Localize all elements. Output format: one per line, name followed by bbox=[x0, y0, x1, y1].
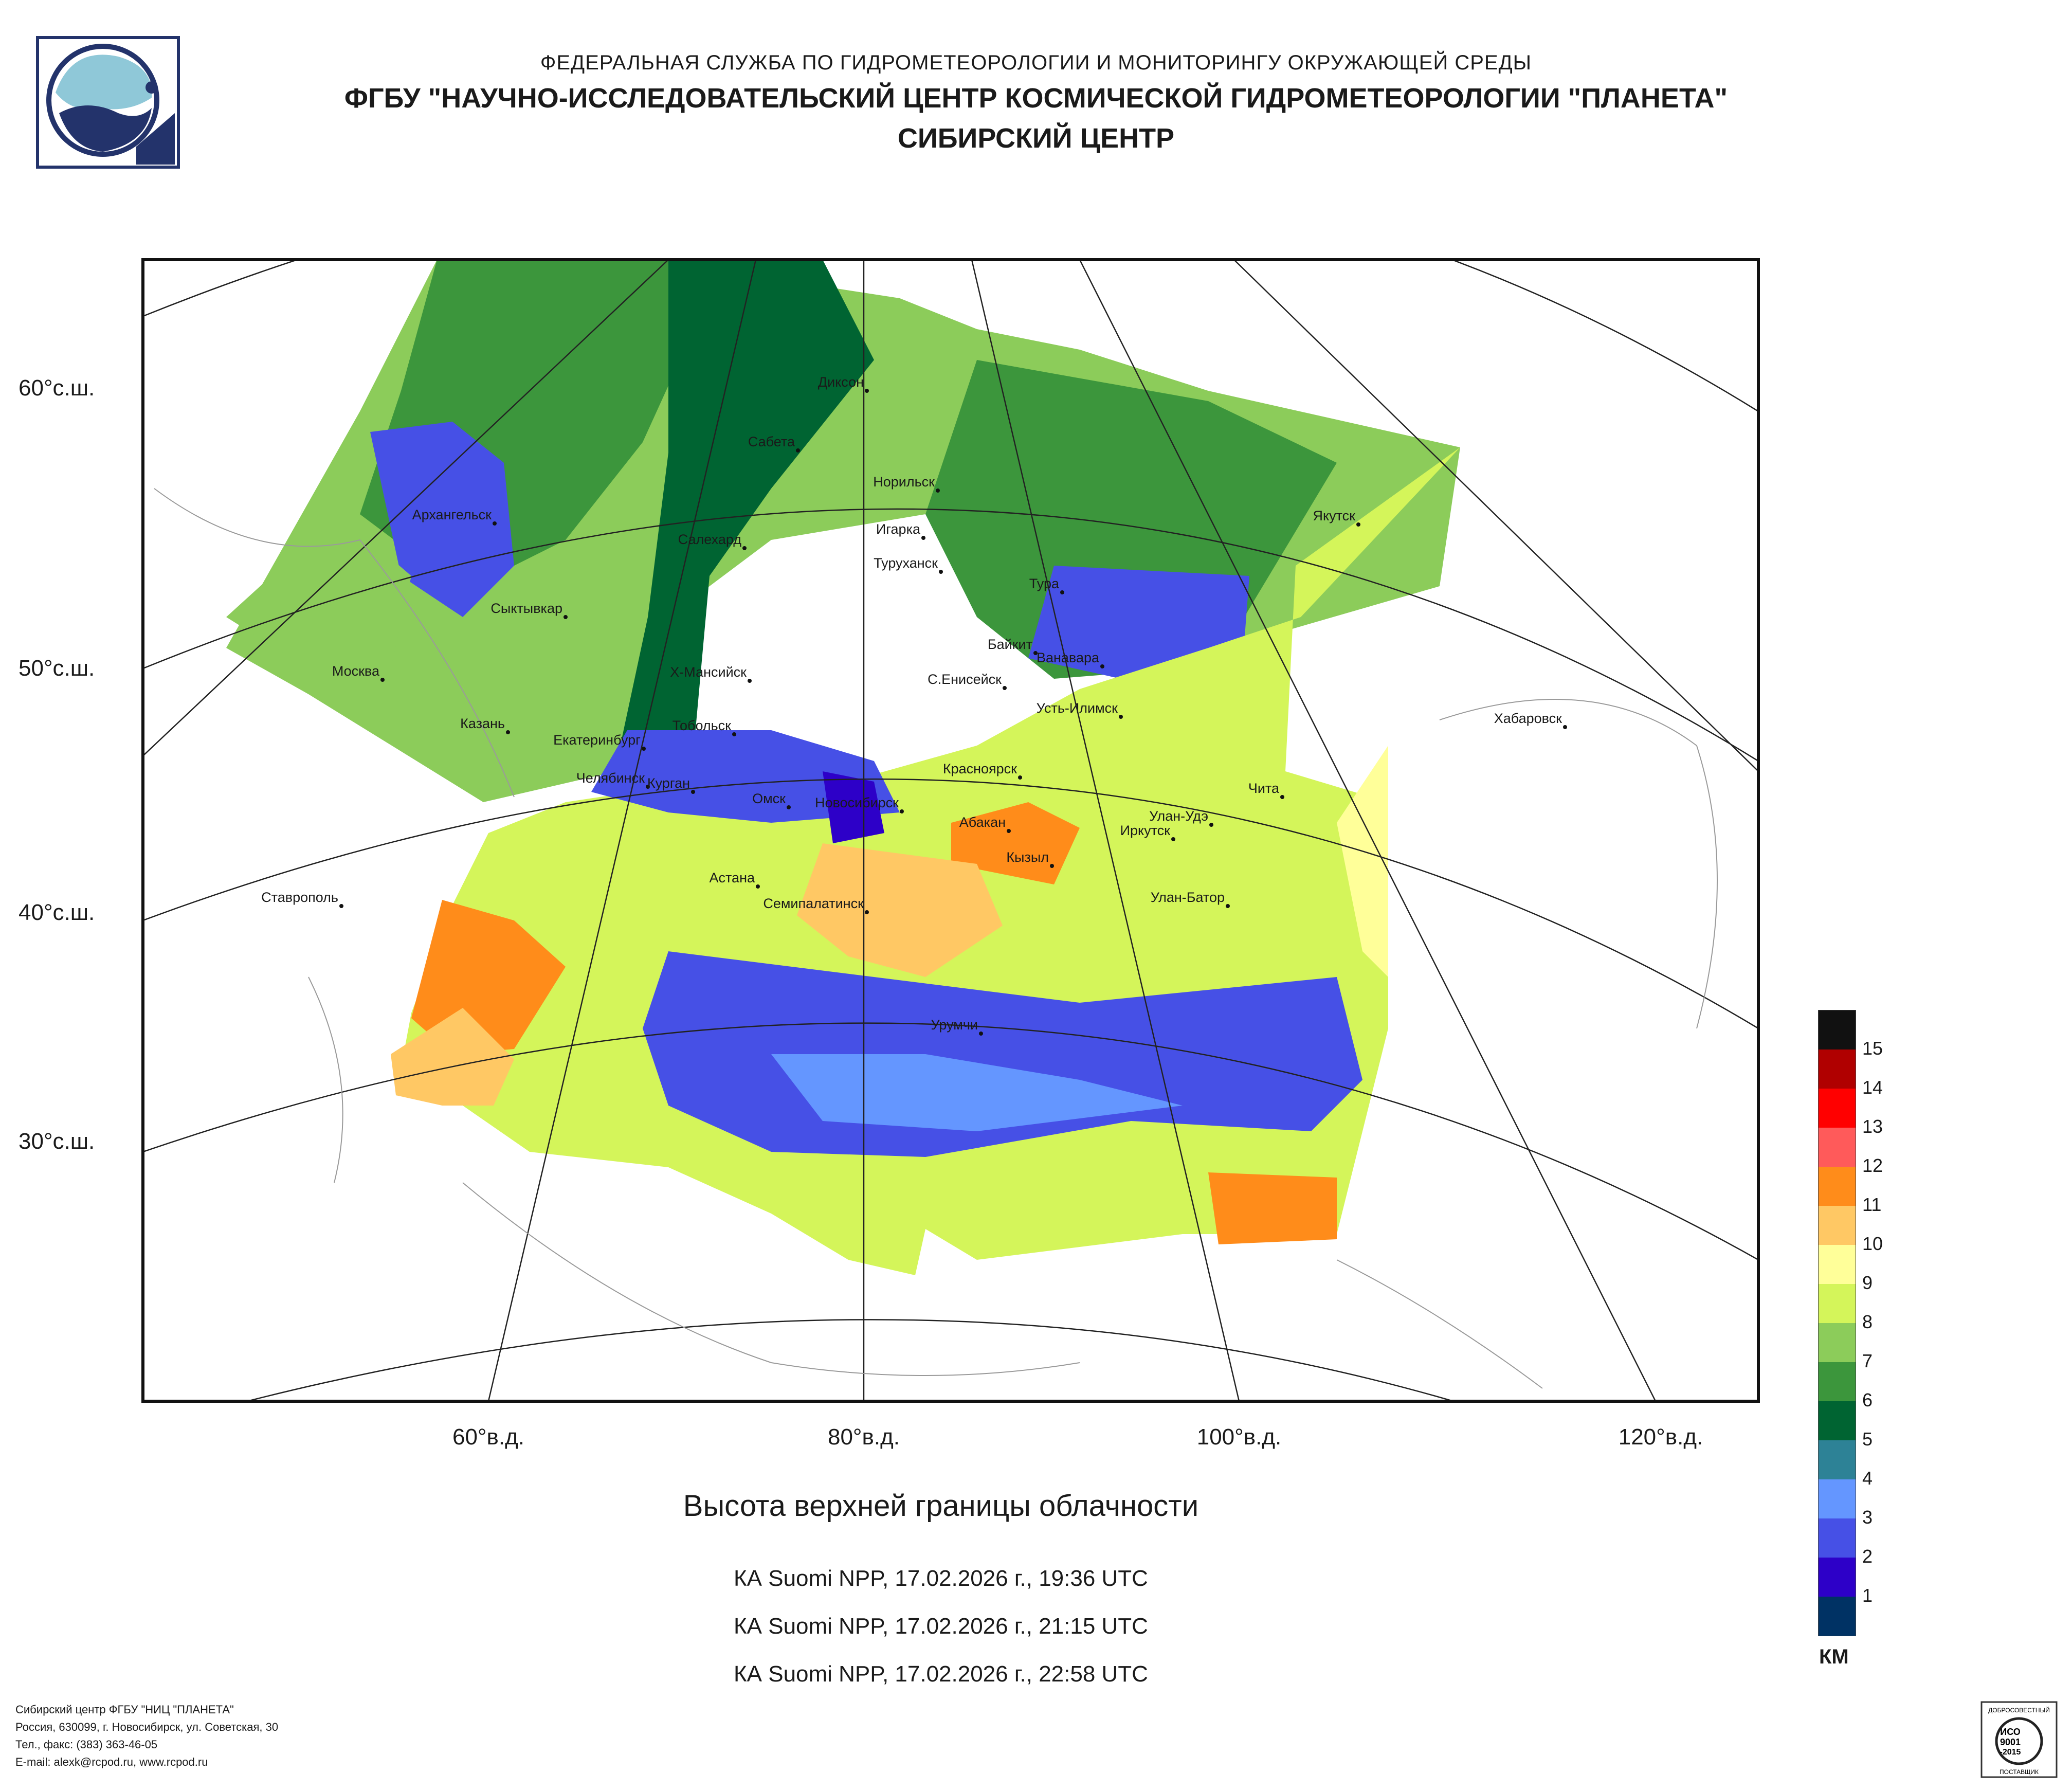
city-label: Новосибирск bbox=[814, 795, 899, 810]
agency-header: ФЕДЕРАЛЬНАЯ СЛУЖБА ПО ГИДРОМЕТЕОРОЛОГИИ … bbox=[540, 51, 1532, 74]
legend-swatch bbox=[1818, 1206, 1856, 1245]
legend-swatch bbox=[1818, 1010, 1856, 1050]
pass-line: КА Suomi NPP, 17.02.2026 г., 21:15 UTC bbox=[734, 1614, 1148, 1639]
city-label: Москва bbox=[332, 663, 379, 679]
city-label: Байкит bbox=[987, 637, 1032, 652]
lat-label-50: 50°с.ш. bbox=[19, 656, 95, 681]
legend-level-label: 10 bbox=[1862, 1233, 1883, 1254]
product-title: Высота верхней границы облачности bbox=[683, 1489, 1199, 1523]
legend-swatch bbox=[1818, 1284, 1856, 1323]
legend-swatch bbox=[1818, 1597, 1856, 1636]
legend-level-label: 1 bbox=[1862, 1585, 1873, 1606]
lon-label-80: 80°в.д. bbox=[827, 1424, 900, 1450]
legend-level-label: 11 bbox=[1862, 1194, 1882, 1215]
lat-label-40: 40°с.ш. bbox=[19, 900, 95, 925]
footer-line: Россия, 630099, г. Новосибирск, ул. Сове… bbox=[15, 1721, 279, 1733]
legend-swatch bbox=[1818, 1518, 1856, 1558]
lon-label-60: 60°в.д. bbox=[452, 1424, 525, 1450]
city-label: Красноярск bbox=[942, 761, 1017, 776]
city-label: Сыктывкар bbox=[490, 601, 562, 616]
legend-swatch bbox=[1818, 1323, 1856, 1362]
city-label: Диксон bbox=[817, 374, 864, 390]
city-label: Ставрополь bbox=[261, 890, 338, 905]
legend-unit: КМ bbox=[1819, 1645, 1849, 1668]
height-legend bbox=[1818, 1010, 1856, 1636]
city-label: Улан-Батор bbox=[1150, 890, 1225, 905]
city-label: Якутск bbox=[1313, 508, 1356, 523]
iso-certificate-badge: ДОБРОСОВЕСТНЫЙ ИСО 9001 -2015 ПОСТАВЩИК bbox=[1980, 1701, 2058, 1778]
city-label: Астана bbox=[709, 870, 755, 885]
institute-header: ФГБУ "НАУЧНО-ИССЛЕДОВАТЕЛЬСКИЙ ЦЕНТР КОС… bbox=[344, 83, 1728, 114]
cert-2015: -2015 bbox=[2000, 1748, 2021, 1757]
legend-level-label: 6 bbox=[1862, 1389, 1873, 1410]
center-header: СИБИРСКИЙ ЦЕНТР bbox=[897, 123, 1175, 154]
city-label: Казань bbox=[460, 716, 505, 731]
graticule bbox=[143, 260, 1758, 1401]
lon-label-120: 120°в.д. bbox=[1618, 1424, 1703, 1450]
city-label: Норильск bbox=[873, 474, 935, 490]
lat-label-60: 60°с.ш. bbox=[19, 375, 95, 401]
legend-level-label: 8 bbox=[1862, 1311, 1873, 1332]
legend-swatch bbox=[1818, 1558, 1856, 1597]
satellite-swath bbox=[226, 260, 1460, 1275]
city-label: Курган bbox=[647, 775, 690, 791]
legend-swatch bbox=[1818, 1089, 1856, 1128]
pass-line: КА Suomi NPP, 17.02.2026 г., 22:58 UTC bbox=[734, 1661, 1148, 1687]
city-label: Абакан bbox=[959, 815, 1006, 830]
legend-swatch bbox=[1818, 1128, 1856, 1167]
legend-level-label: 4 bbox=[1862, 1468, 1873, 1489]
city-label: Тобольск bbox=[672, 718, 731, 733]
city-label: С.Енисейск bbox=[928, 672, 1002, 687]
city-label: Архангельск bbox=[412, 507, 492, 522]
city-label: Игарка bbox=[876, 521, 920, 537]
legend-level-label: 12 bbox=[1862, 1155, 1883, 1176]
footer-line: Тел., факс: (383) 363-46-05 bbox=[15, 1738, 158, 1751]
legend-swatch bbox=[1818, 1479, 1856, 1518]
city-label: Хабаровск bbox=[1494, 711, 1562, 726]
city-label: Чита bbox=[1248, 781, 1279, 796]
legend-swatch bbox=[1818, 1401, 1856, 1440]
country-borders bbox=[154, 488, 1718, 1389]
planeta-logo bbox=[36, 36, 180, 169]
legend-level-label: 14 bbox=[1862, 1077, 1883, 1098]
city-label: Туруханск bbox=[874, 555, 938, 571]
legend-swatch bbox=[1818, 1440, 1856, 1479]
legend-swatch bbox=[1818, 1245, 1856, 1284]
lat-label-30: 30°с.ш. bbox=[19, 1129, 95, 1154]
legend-swatch bbox=[1818, 1167, 1856, 1206]
city-label: Усть-Илимск bbox=[1036, 700, 1118, 716]
cert-bottom-text: ПОСТАВЩИК bbox=[2000, 1768, 2039, 1776]
cert-9001: 9001 bbox=[2000, 1737, 2021, 1747]
city-label: Кызыл bbox=[1006, 849, 1049, 865]
footer-line: Сибирский центр ФГБУ "НИЦ "ПЛАНЕТА" bbox=[15, 1703, 234, 1716]
footer-line: E-mail: alexk@rcpod.ru, www.rcpod.ru bbox=[15, 1756, 208, 1768]
legend-level-label: 3 bbox=[1862, 1507, 1873, 1528]
city-label: Екатеринбург bbox=[553, 732, 641, 748]
legend-level-label: 2 bbox=[1862, 1546, 1873, 1567]
city-label: Салехард bbox=[678, 532, 741, 547]
legend-level-label: 15 bbox=[1862, 1038, 1883, 1059]
lon-label-100: 100°в.д. bbox=[1196, 1424, 1282, 1450]
city-label: Тура bbox=[1029, 576, 1059, 591]
legend-level-label: 7 bbox=[1862, 1350, 1873, 1371]
legend-level-label: 13 bbox=[1862, 1116, 1883, 1137]
city-label: Урумчи bbox=[931, 1017, 978, 1033]
cert-iso: ИСО bbox=[2000, 1727, 2021, 1737]
legend-level-label: 9 bbox=[1862, 1272, 1873, 1293]
city-label: Ванавара bbox=[1036, 650, 1099, 665]
city-label: Иркутск bbox=[1120, 823, 1170, 838]
pass-line: КА Suomi NPP, 17.02.2026 г., 19:36 UTC bbox=[734, 1566, 1148, 1591]
city-label: Омск bbox=[752, 791, 786, 806]
city-label: Х-Мансийск bbox=[670, 664, 747, 680]
legend-swatch bbox=[1818, 1362, 1856, 1401]
city-label: Сабета bbox=[748, 434, 795, 449]
city-label: Семипалатинск bbox=[763, 896, 864, 911]
city-label: Челябинск bbox=[576, 770, 645, 786]
city-label: Улан-Удэ bbox=[1149, 808, 1208, 824]
legend-swatch bbox=[1818, 1050, 1856, 1089]
legend-level-label: 5 bbox=[1862, 1428, 1873, 1450]
cert-top-text: ДОБРОСОВЕСТНЫЙ bbox=[1988, 1706, 2050, 1714]
